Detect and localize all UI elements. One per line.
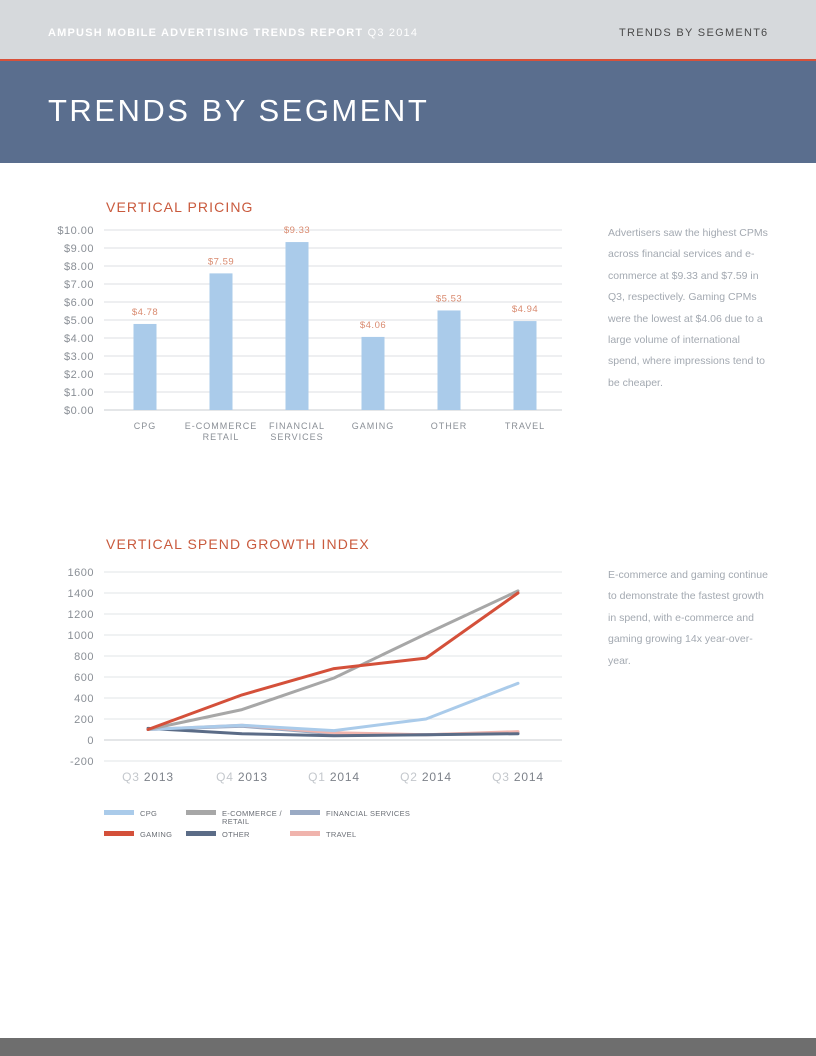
y-tick-label: 200: [74, 714, 94, 726]
bar: [133, 323, 157, 410]
y-tick-label: 1200: [68, 609, 94, 621]
legend-swatch: [104, 810, 134, 815]
x-category-label: SERVICES: [270, 432, 323, 442]
y-tick-label: $2.00: [64, 369, 94, 381]
bar-value-label: $4.78: [132, 307, 158, 318]
x-category-label: RETAIL: [203, 432, 240, 442]
x-category-label: Q3 2013: [122, 770, 174, 784]
y-tick-label: $8.00: [64, 261, 94, 273]
y-tick-label: $6.00: [64, 297, 94, 309]
legend-swatch: [290, 831, 320, 836]
report-quarter: Q3 2014: [367, 27, 419, 39]
growth-chart-title: VERTICAL SPEND GROWTH INDEX: [106, 536, 370, 552]
x-category-label: OTHER: [431, 421, 468, 431]
x-category-label: TRAVEL: [505, 421, 545, 431]
y-tick-label: 800: [74, 651, 94, 663]
series-line: [146, 726, 520, 738]
legend-label: FINANCIAL SERVICES: [326, 809, 410, 818]
y-tick-label: $3.00: [64, 351, 94, 363]
bar-value-label: $5.53: [436, 293, 462, 304]
series-line: [146, 591, 520, 731]
bar: [285, 242, 309, 410]
legend-label: E-COMMERCE /: [222, 809, 282, 818]
y-tick-label: 1400: [68, 588, 94, 600]
bar: [361, 336, 385, 410]
series-line: [146, 589, 520, 731]
y-tick-label: 0: [87, 735, 94, 747]
y-tick-label: $1.00: [64, 387, 94, 399]
report-title: AMPUSH MOBILE ADVERTISING TRENDS REPORT …: [48, 27, 419, 39]
legend-label: CPG: [140, 809, 157, 818]
legend-swatch: [290, 810, 320, 815]
bar: [209, 273, 233, 410]
y-tick-label: $5.00: [64, 315, 94, 327]
pricing-bar-chart: $0.00 $1.00 $2.00 $3.00 $4.00 $5.00 $6.00 $7.00…: [57, 225, 562, 442]
legend-label: GAMING: [140, 830, 172, 839]
y-tick-label: 1000: [68, 630, 94, 642]
bar-value-label: $9.33: [284, 225, 310, 236]
x-category-label: Q1 2014: [308, 770, 360, 784]
legend-label: RETAIL: [222, 817, 250, 826]
legend-swatch: [104, 831, 134, 836]
legend-swatch: [186, 810, 216, 815]
page-header: AMPUSH MOBILE ADVERTISING TRENDS REPORT …: [0, 0, 816, 61]
y-tick-label: 600: [74, 672, 94, 684]
page-title: TRENDS BY SEGMENT: [48, 93, 430, 128]
y-tick-label: $7.00: [64, 279, 94, 291]
y-tick-label: $4.00: [64, 333, 94, 345]
bar-value-label: $7.59: [208, 256, 234, 267]
y-tick-label: 1600: [68, 567, 94, 579]
legend-label: OTHER: [222, 830, 250, 839]
y-tick-label: $0.00: [64, 405, 94, 417]
x-category-label: FINANCIAL: [269, 421, 325, 431]
x-category-label: Q2 2014: [400, 770, 452, 784]
series-line: [146, 681, 520, 733]
y-tick-label: 400: [74, 693, 94, 705]
y-tick-label: -200: [70, 756, 94, 768]
x-category-label: Q3 2014: [492, 770, 544, 784]
page-number: 6: [761, 27, 768, 39]
bar-value-label: $4.94: [512, 304, 538, 315]
bar: [437, 310, 461, 410]
legend-swatch: [186, 831, 216, 836]
growth-line-chart: -200 0 200 400 600 800 1000 1200 1400 1600 Q3 2013…: [68, 567, 562, 839]
growth-description: E-commerce and gaming continue to demons…: [608, 569, 768, 667]
y-tick-label: $9.00: [64, 243, 94, 255]
x-category-label: GAMING: [352, 421, 395, 431]
bar: [513, 321, 537, 410]
y-tick-label: $10.00: [57, 225, 94, 237]
page-footer-bar: [0, 1038, 816, 1056]
bar-value-label: $4.06: [360, 320, 386, 331]
pricing-chart-title: VERTICAL PRICING: [106, 199, 254, 215]
legend-label: TRAVEL: [326, 830, 356, 839]
x-category-label: Q4 2013: [216, 770, 268, 784]
x-category-label: CPG: [134, 421, 157, 431]
header-section-name: TRENDS BY SEGMENT: [619, 27, 762, 39]
pricing-description: Advertisers saw the highest CPMs across …: [608, 227, 768, 389]
section-banner: TRENDS BY SEGMENT: [0, 61, 816, 163]
x-category-label: E-COMMERCE: [185, 421, 258, 431]
